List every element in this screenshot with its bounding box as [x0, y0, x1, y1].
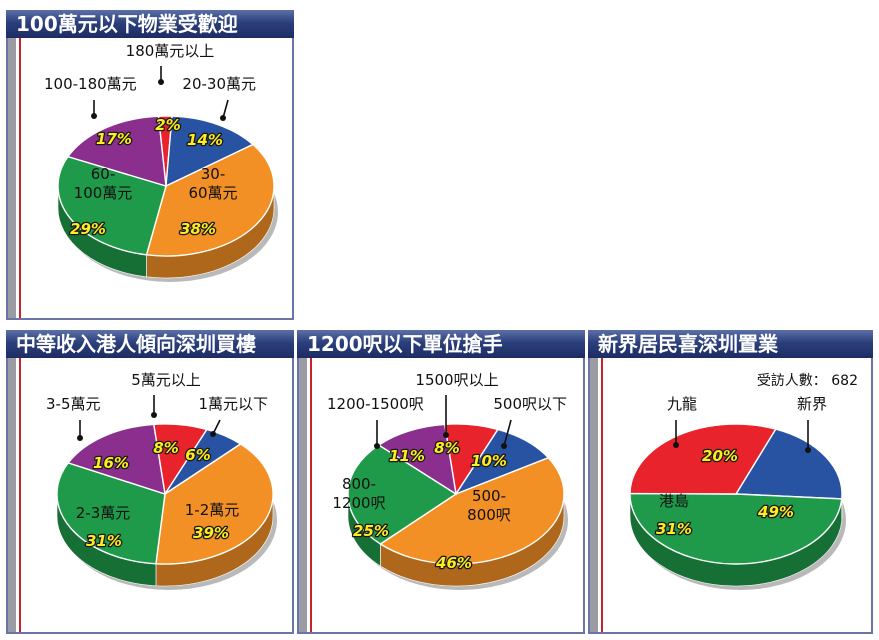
category-label-500: 500呎以下 — [493, 395, 567, 413]
pie-slice-30-60 — [145, 143, 275, 257]
category-label-3-5: 3-5萬元 — [46, 395, 101, 413]
pie-slice-1-2 — [155, 443, 274, 565]
value-label-30-60: 38% — [180, 220, 216, 238]
category-label-5: 5萬元以上 — [131, 371, 201, 389]
category-label-800-1200: 800-1200呎 — [332, 475, 385, 512]
leader-dot — [443, 432, 449, 438]
pie-slice-3-5 — [67, 423, 166, 496]
leader-dot — [374, 443, 380, 449]
category-label-500-800: 500-800呎 — [467, 487, 511, 524]
category-label-item: 九龍 — [667, 395, 697, 413]
leader-line — [503, 419, 512, 447]
value-label-1500: 8% — [434, 439, 459, 457]
respondent-count: 受訪人數： 682 — [757, 373, 858, 389]
chart-title: 100萬元以下物業受歡迎 — [6, 10, 294, 38]
chart-body: 5萬元以上 1萬元以下 3-5萬元 1-2萬元 2-3萬元 8% 6% 39% 31% 16% — [6, 358, 294, 634]
chart-panel-income: 中等收入港人傾向深圳買樓 5萬元以上 1萬元以下 3-5萬元 1-2萬元 2-3萬元 8%… — [6, 330, 294, 634]
chart-panel-residence: 新界居民喜深圳置業 九龍 新界港島 20% 49% 31% 受訪人數： 682 — [588, 330, 873, 634]
value-label-1200-1500: 11% — [389, 447, 425, 465]
leader-dot — [91, 113, 97, 119]
category-label-30-60: 30-60萬元 — [188, 165, 237, 202]
category-label-60-100: 60-100萬元 — [74, 165, 133, 202]
value-label-item: 20% — [702, 447, 738, 465]
pie-slice-item — [734, 428, 843, 500]
chart-body: 九龍 新界港島 20% 49% 31% 受訪人數： 682 — [588, 358, 873, 634]
leader-dot — [805, 447, 811, 453]
category-label-item: 新界 — [797, 395, 827, 413]
chart-title: 1200呎以下單位搶手 — [297, 330, 585, 358]
value-label-60-100: 29% — [70, 220, 106, 238]
leader-dot — [151, 412, 157, 418]
pie-slice-60-100 — [57, 155, 167, 256]
chart-panel-flat-size: 1200呎以下單位搶手 1500呎以上 500呎以下 1200-1500呎 500-8… — [297, 330, 585, 634]
leader-dot — [501, 443, 507, 449]
category-label-1200-1500: 1200-1500呎 — [327, 395, 424, 413]
value-label-500: 10% — [471, 452, 507, 470]
category-label-20-30: 20-30萬元 — [182, 75, 256, 93]
category-label-item: 港島 — [659, 492, 689, 510]
chart-title: 新界居民喜深圳置業 — [588, 330, 873, 358]
leader-dot — [673, 442, 679, 448]
value-label-100-180: 17% — [96, 130, 132, 148]
pie-slice-100-180 — [66, 115, 167, 187]
pie-slice-1200-1500 — [377, 423, 457, 496]
pie-slice-item — [629, 492, 843, 565]
value-label-3-5: 16% — [93, 454, 129, 472]
category-label-1-2: 1-2萬元 — [185, 501, 240, 519]
value-label-180: 2% — [155, 116, 180, 134]
value-label-1-2: 39% — [193, 524, 229, 542]
value-label-2-3: 31% — [86, 532, 122, 550]
pie-slice-item — [629, 423, 777, 495]
value-label-800-1200: 25% — [353, 522, 389, 540]
pie-chart-property-price: 180萬元以上 20-30萬元 100-180萬元 30-60萬元 60-100萬元 2%… — [44, 42, 278, 282]
leader-dot — [210, 431, 216, 437]
pie-slice-800-1200 — [347, 444, 458, 545]
chart-panel-property-price: 100萬元以下物業受歡迎 180萬元以上 20-30萬元 100-180萬元 30-6… — [6, 10, 294, 320]
chart-title: 中等收入港人傾向深圳買樓 — [6, 330, 294, 358]
category-label-2-3: 2-3萬元 — [76, 504, 131, 522]
category-label-180: 180萬元以上 — [126, 42, 215, 60]
pie-slice-500-800 — [379, 456, 565, 565]
leader-dot — [158, 79, 164, 85]
value-label-item: 31% — [656, 520, 692, 538]
pie-chart-flat-size: 1500呎以上 500呎以下 1200-1500呎 500-800呎 800-1200呎… — [327, 371, 568, 590]
leader-line — [222, 99, 229, 119]
value-label-20-30: 14% — [187, 131, 223, 149]
pie-slice-20-30 — [165, 115, 255, 188]
chart-body: 180萬元以上 20-30萬元 100-180萬元 30-60萬元 60-100萬元 2%… — [6, 38, 294, 320]
category-label-1500: 1500呎以上 — [415, 371, 498, 389]
pie-slice-2-3 — [56, 462, 166, 565]
pie-chart-income: 5萬元以上 1萬元以下 3-5萬元 1-2萬元 2-3萬元 8% 6% 39% 31% 16% — [46, 371, 277, 590]
category-label-100-180: 100-180萬元 — [44, 75, 137, 93]
value-label-item: 49% — [757, 503, 794, 521]
chart-body: 1500呎以上 500呎以下 1200-1500呎 500-800呎 800-1200呎… — [297, 358, 585, 634]
leader-dot — [220, 115, 226, 121]
value-label-500-800: 46% — [435, 554, 472, 572]
value-label-1: 6% — [185, 446, 210, 464]
category-label-1: 1萬元以下 — [198, 395, 268, 413]
value-label-5: 8% — [153, 439, 178, 457]
leader-dot — [77, 435, 83, 441]
